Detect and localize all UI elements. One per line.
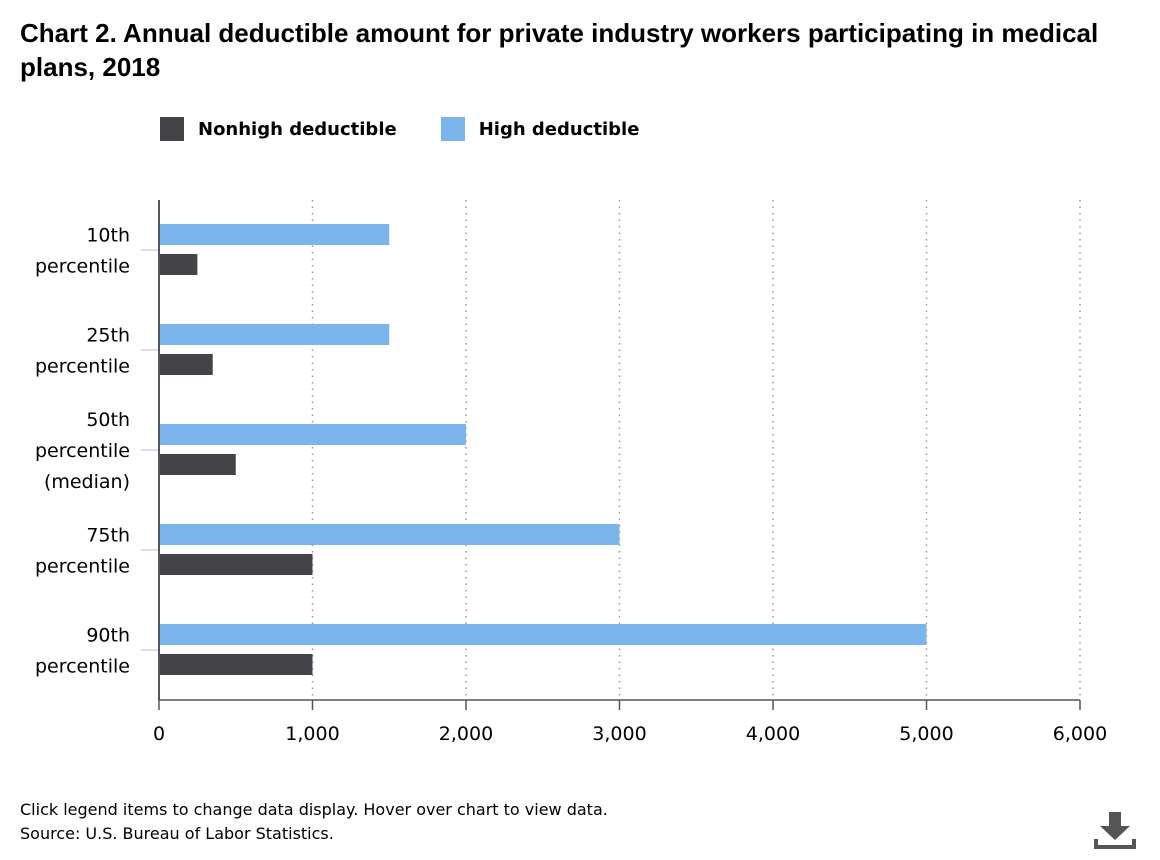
x-tick-label-3: 3,000 [592,723,646,745]
category-label-line-0-1: percentile [35,256,130,278]
x-tick-label-5: 5,000 [899,723,953,745]
x-tick-label-0: 0 [153,723,165,745]
bar-nonhigh-0[interactable] [159,254,198,275]
x-tick-label-2: 2,000 [439,723,493,745]
category-label-line-4-1: percentile [35,656,130,678]
legend-label-nonhigh: Nonhigh deductible [198,118,397,140]
bar-nonhigh-2[interactable] [159,454,236,475]
category-label-0: 10th percentile [35,225,130,278]
bar-chart[interactable]: 10th percentile 25th percentile 50th percenti… [0,180,1160,760]
x-tick-label-6: 6,000 [1053,723,1107,745]
legend-item-high[interactable]: High deductible [440,117,640,141]
download-icon[interactable] [1094,812,1136,854]
x-tick-label-4: 4,000 [746,723,800,745]
legend-label-high: High deductible [478,118,640,140]
category-label-line-2-2: (median) [44,471,130,493]
chart-notes: Click legend items to change data displa… [20,798,608,846]
category-label-line-1-0: 25th [86,325,130,347]
bar-high-4[interactable] [159,624,927,645]
source-note: Source: U.S. Bureau of Labor Statistics. [20,824,334,843]
category-label-line-0-0: 10th [86,225,130,247]
bar-high-1[interactable] [159,324,390,345]
bar-high-3[interactable] [159,524,620,545]
legend-item-nonhigh[interactable]: Nonhigh deductible [160,117,397,141]
instruction-note: Click legend items to change data displa… [20,800,608,819]
legend-swatch-high [440,117,465,141]
bar-high-2[interactable] [159,424,466,445]
legend-swatch-nonhigh [160,117,184,141]
x-tick-label-1: 1,000 [285,723,339,745]
category-label-line-3-0: 75th [86,525,130,547]
bar-nonhigh-1[interactable] [159,354,213,375]
category-label-line-3-1: percentile [35,556,130,578]
bar-nonhigh-4[interactable] [159,654,313,675]
chart-title: Chart 2. Annual deductible amount for pr… [20,18,1099,82]
bar-nonhigh-3[interactable] [159,554,313,575]
category-label-3: 75th percentile [35,525,130,578]
category-label-4: 90th percentile [35,625,130,678]
category-label-line-1-1: percentile [35,356,130,378]
category-label-line-2-1: percentile [35,440,130,462]
category-label-2: 50th percentile (median) [35,409,130,493]
category-label-line-2-0: 50th [86,409,130,431]
category-label-line-4-0: 90th [86,625,130,647]
bar-high-0[interactable] [159,224,390,245]
category-label-1: 25th percentile [35,325,130,378]
legend: Nonhigh deductible High deductible [160,112,683,146]
